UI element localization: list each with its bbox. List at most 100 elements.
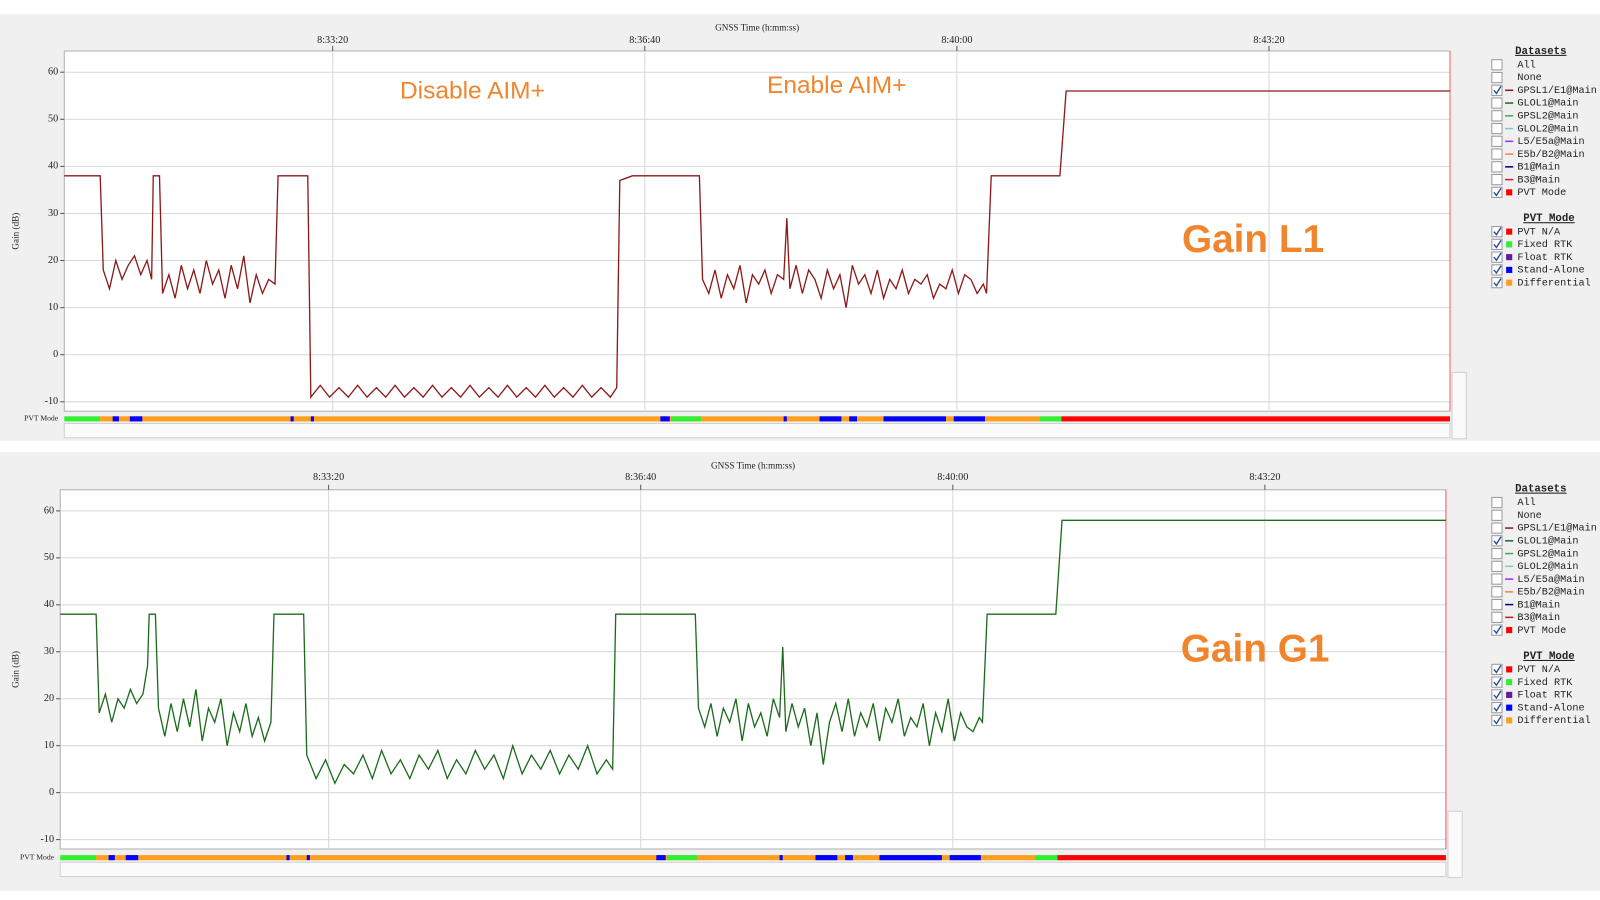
checkbox[interactable] [1491,173,1503,186]
scroll-track[interactable] [63,422,1451,439]
scroll-track[interactable] [59,861,1447,878]
checkmark[interactable] [1493,252,1502,262]
legend-label: GPSL2@Main [1517,111,1578,123]
plot-area [59,489,1447,850]
checkmark[interactable] [1493,239,1502,249]
checkmark[interactable] [1493,677,1502,687]
y-tick-label: 10 [44,740,54,751]
legend-label: GPSL1/E1@Main [1517,85,1596,97]
pvt-segment [883,416,946,422]
checkmark[interactable] [1493,187,1502,197]
legend-title: PVT Mode [1523,213,1574,225]
legend-label: Differential [1517,277,1590,289]
checkmark[interactable] [1493,703,1502,712]
pvt-segment [779,855,783,861]
pvt-segment [819,416,842,422]
checkmark[interactable] [1493,664,1502,674]
legend-swatch [1506,189,1513,196]
legend-label: GPSL2@Main [1517,548,1578,560]
checkbox[interactable] [1491,714,1503,727]
checkbox[interactable] [1491,251,1503,263]
y-tick-label: -10 [45,396,59,407]
checkmark[interactable] [1493,690,1502,700]
checkbox[interactable] [1491,535,1503,547]
checkbox[interactable] [1491,560,1503,572]
legend-label: B1@Main [1517,599,1560,611]
checkbox[interactable] [1491,226,1503,238]
checkbox[interactable] [1491,148,1503,160]
pvt-segment [290,416,294,422]
y-axis-label: Gain (dB) [10,213,20,250]
checkmark[interactable] [1493,536,1502,546]
pvt-segment [656,855,666,861]
legend-label: B1@Main [1517,162,1560,174]
pvt-segment [660,416,670,422]
checkbox[interactable] [1491,122,1503,135]
legend-label: Differential [1517,715,1590,727]
legend-label: B3@Main [1517,612,1560,624]
checkbox[interactable] [1491,264,1503,276]
y-tick-label: 20 [48,255,58,266]
legend-label: GLOL2@Main [1517,123,1578,135]
scrollbar-top[interactable] [63,371,1467,440]
checkbox[interactable] [1491,547,1503,560]
scrollbar-bottom[interactable] [59,810,1463,879]
pvt-segment [100,416,1040,422]
legend-label: PVT Mode [1517,187,1566,199]
legend-label: GLOL1@Main [1517,98,1578,110]
y-tick-label: 50 [44,552,54,563]
checkmark[interactable] [1493,85,1502,95]
checkbox[interactable] [1491,496,1503,509]
data-line [60,519,1446,785]
x-tick-label: 8:33:20 [317,35,348,46]
checkbox[interactable] [1491,110,1503,122]
checkbox[interactable] [1491,702,1503,714]
legend-label: PVT N/A [1517,226,1561,238]
checkbox[interactable] [1491,689,1503,701]
y-tick-label: 40 [48,161,58,172]
legend-swatch [1506,228,1513,235]
checkbox[interactable] [1491,611,1503,623]
legend-label: GPSL1/E1@Main [1517,523,1596,535]
checkmark[interactable] [1493,625,1502,635]
checkbox[interactable] [1491,238,1503,250]
checkbox[interactable] [1491,586,1503,598]
checkmark[interactable] [1493,227,1502,236]
legend-label: GLOL1@Main [1517,536,1578,548]
checkbox[interactable] [1491,135,1503,147]
checkbox[interactable] [1491,71,1503,84]
checkbox[interactable] [1491,59,1503,71]
checkmark[interactable] [1493,278,1502,287]
legend-swatch [1506,266,1513,273]
legend-swatch [1506,691,1513,698]
zoom-controls[interactable] [1447,810,1463,879]
checkbox[interactable] [1491,509,1503,521]
checkbox[interactable] [1491,522,1503,534]
legend-label: Stand-Alone [1517,265,1584,277]
legend-label: PVT N/A [1517,664,1561,676]
legend-swatch [1506,704,1513,711]
checkbox[interactable] [1491,161,1503,173]
pvt-segment [125,855,139,861]
checkbox[interactable] [1491,676,1503,688]
pvt-segment [845,855,853,861]
pvt-segment [310,416,314,422]
checkbox[interactable] [1491,663,1503,675]
checkbox[interactable] [1491,573,1503,585]
pvt-bar-label: PVT Mode [20,852,55,861]
checkbox[interactable] [1491,97,1503,109]
zoom-controls[interactable] [1451,371,1467,440]
checkbox[interactable] [1491,598,1503,611]
x-axis-label: GNSS Time (h:mm:ss) [715,23,799,33]
checkmark[interactable] [1493,715,1502,725]
legend-title: Datasets [1515,46,1566,58]
checkbox[interactable] [1491,624,1503,636]
legend-label: L5/E5a@Main [1517,574,1584,586]
checkbox[interactable] [1491,186,1503,198]
checkmark[interactable] [1493,265,1502,275]
y-tick-label: 20 [44,693,54,704]
legend-label: Stand-Alone [1517,702,1584,714]
checkbox[interactable] [1491,84,1503,96]
checkbox[interactable] [1491,277,1503,289]
